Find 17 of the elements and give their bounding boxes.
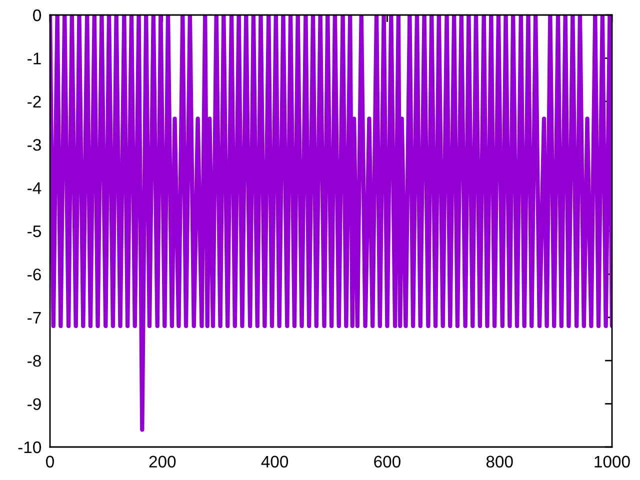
y-tick-label: -2 [28, 96, 41, 108]
y-tick-label: 0 [33, 9, 42, 22]
y-tick-label: -5 [28, 226, 41, 238]
y-tick-label: -7 [28, 312, 41, 324]
y-tick-label: -6 [28, 268, 41, 280]
x-tick-label: 400 [261, 456, 288, 468]
y-tick-label: -10 [18, 441, 42, 454]
y-tick-label: -8 [28, 355, 41, 367]
y-tick-label: -1 [28, 52, 41, 64]
x-tick-label: 0 [46, 456, 54, 468]
y-tick-label: -9 [28, 398, 41, 410]
x-tick-label: 800 [486, 456, 513, 468]
y-tick-label: -4 [28, 182, 42, 194]
x-tick-label: 200 [149, 456, 176, 468]
x-tick-label: 600 [374, 456, 400, 468]
y-tick-label: -3 [28, 139, 41, 151]
x-tick-label: 1000 [594, 456, 630, 468]
